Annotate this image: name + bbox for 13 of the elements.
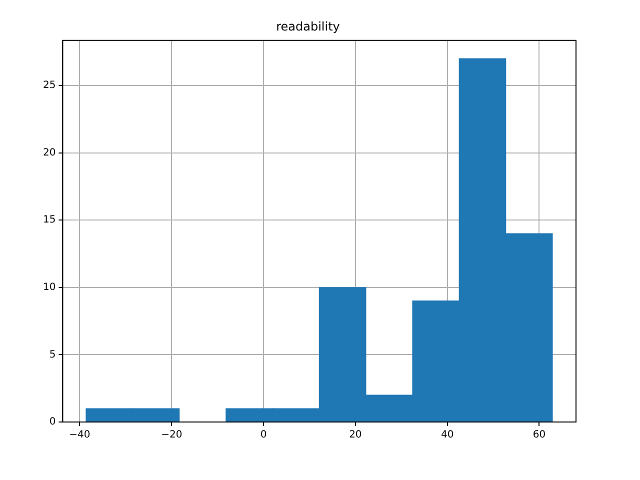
x-tick-label: 20 [349, 430, 362, 441]
x-tick-label: 40 [440, 430, 454, 441]
x-tick-label: −40 [69, 430, 90, 441]
y-tick-label: 5 [49, 349, 56, 360]
chart-title: readability [276, 19, 340, 34]
y-tick-label: 0 [49, 416, 56, 428]
y-tick-label: 15 [42, 214, 56, 226]
x-tick-label: 60 [532, 430, 546, 441]
y-tick-label: 25 [42, 80, 56, 92]
y-tick-label: 20 [42, 147, 56, 158]
x-tick-label: 0 [260, 430, 267, 441]
y-tick-label: 10 [42, 282, 56, 293]
x-tick-label: −20 [161, 430, 182, 441]
